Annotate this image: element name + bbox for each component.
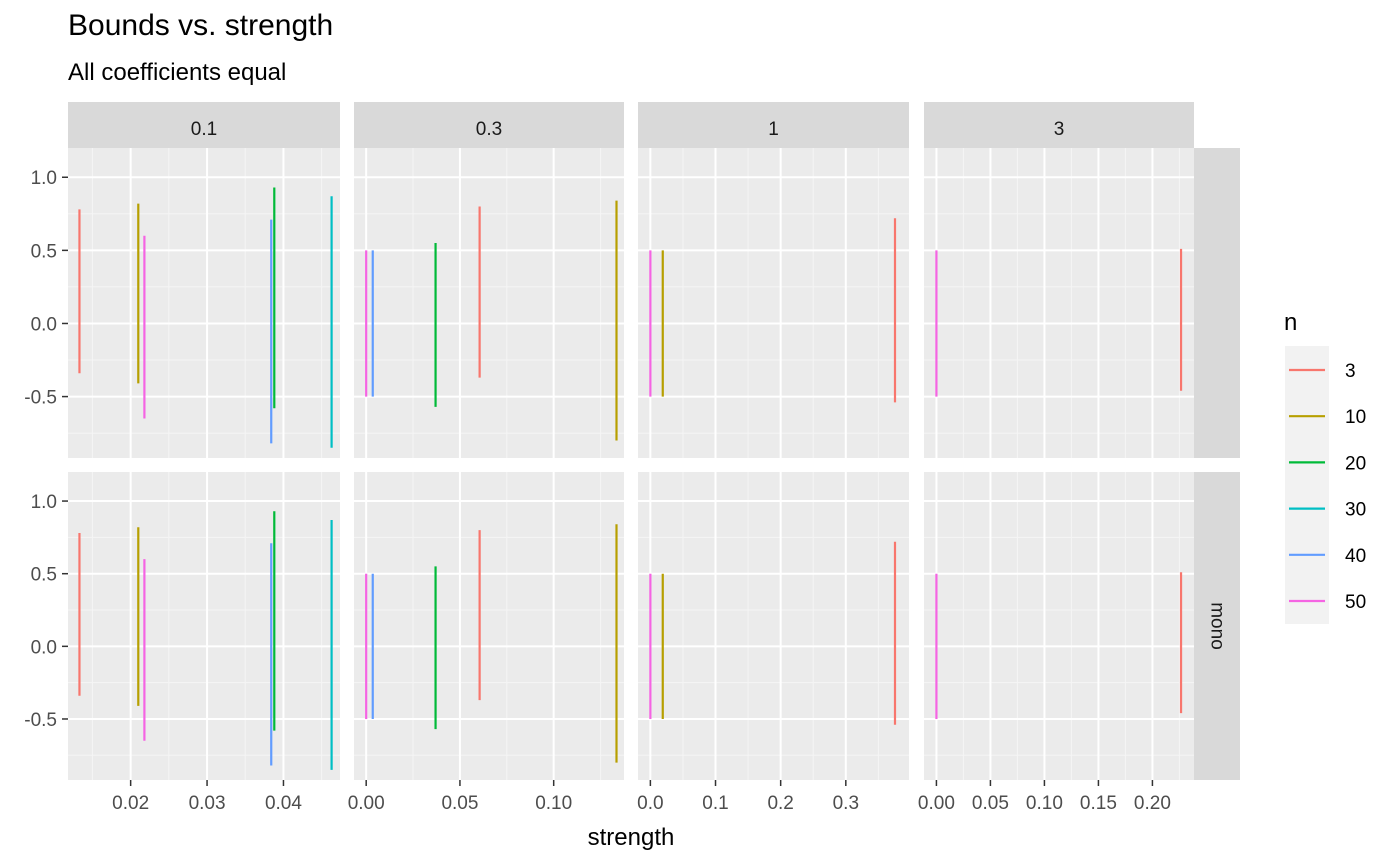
- x-tick-label: 0.20: [1134, 793, 1171, 814]
- y-tick-label: 0.5: [31, 241, 57, 262]
- facet-strip-0.1: [68, 102, 340, 148]
- panel-background: [638, 472, 909, 780]
- legend-label: 20: [1345, 453, 1366, 474]
- x-tick-label: 0.05: [441, 793, 478, 814]
- legend-label: 40: [1345, 546, 1366, 567]
- facet-strip-3: [924, 102, 1194, 148]
- facet-strip-1: [638, 102, 909, 148]
- x-tick-label: 0.15: [1080, 793, 1117, 814]
- y-tick-label: -0.5: [24, 710, 57, 731]
- y-tick-label: 0.0: [31, 637, 57, 658]
- x-tick-label: 0.3: [833, 793, 859, 814]
- facet-row-strip: [1194, 148, 1240, 458]
- y-tick-label: 1.0: [31, 168, 57, 189]
- panel-background: [924, 472, 1194, 780]
- legend-key-background: [1285, 346, 1329, 624]
- chart-title: Bounds vs. strength: [68, 9, 334, 42]
- panel-background: [354, 472, 624, 780]
- x-tick-label: 0.2: [767, 793, 793, 814]
- x-tick-label: 0.0: [637, 793, 663, 814]
- facet-strip-0.3: [354, 102, 624, 148]
- x-tick-label: 0.10: [535, 793, 572, 814]
- y-tick-label: -0.5: [24, 388, 57, 409]
- panel-background: [68, 148, 340, 458]
- x-tick-label: 0.02: [112, 793, 149, 814]
- x-tick-label: 0.00: [918, 793, 955, 814]
- x-tick-label: 0.10: [1026, 793, 1063, 814]
- legend-label: 10: [1345, 407, 1366, 428]
- y-tick-label: 1.0: [31, 492, 57, 513]
- facet-strip-label: 0.1: [191, 119, 217, 140]
- x-axis-title: strength: [588, 824, 675, 851]
- legend-title: n: [1284, 309, 1297, 336]
- facet-strip-label: 3: [1054, 119, 1065, 140]
- panel-background: [924, 148, 1194, 458]
- facet-row-strip: [1194, 472, 1240, 780]
- y-tick-label: 0.0: [31, 314, 57, 335]
- x-tick-label: 0.05: [972, 793, 1009, 814]
- panel-background: [638, 148, 909, 458]
- x-tick-label: 0.00: [348, 793, 385, 814]
- x-tick-label: 0.04: [265, 793, 302, 814]
- legend-label: 30: [1345, 500, 1366, 521]
- y-tick-label: 0.5: [31, 565, 57, 586]
- legend-label: 50: [1345, 592, 1366, 613]
- facet-row-label: mono: [1207, 602, 1228, 650]
- facet-strip-label: 0.3: [476, 119, 502, 140]
- chart-subtitle: All coefficients equal: [68, 59, 287, 86]
- x-tick-label: 0.1: [702, 793, 728, 814]
- legend-label: 3: [1345, 361, 1356, 382]
- facet-strip-label: 1: [768, 119, 779, 140]
- panel-background: [354, 148, 624, 458]
- x-tick-label: 0.03: [189, 793, 226, 814]
- panel-background: [68, 472, 340, 780]
